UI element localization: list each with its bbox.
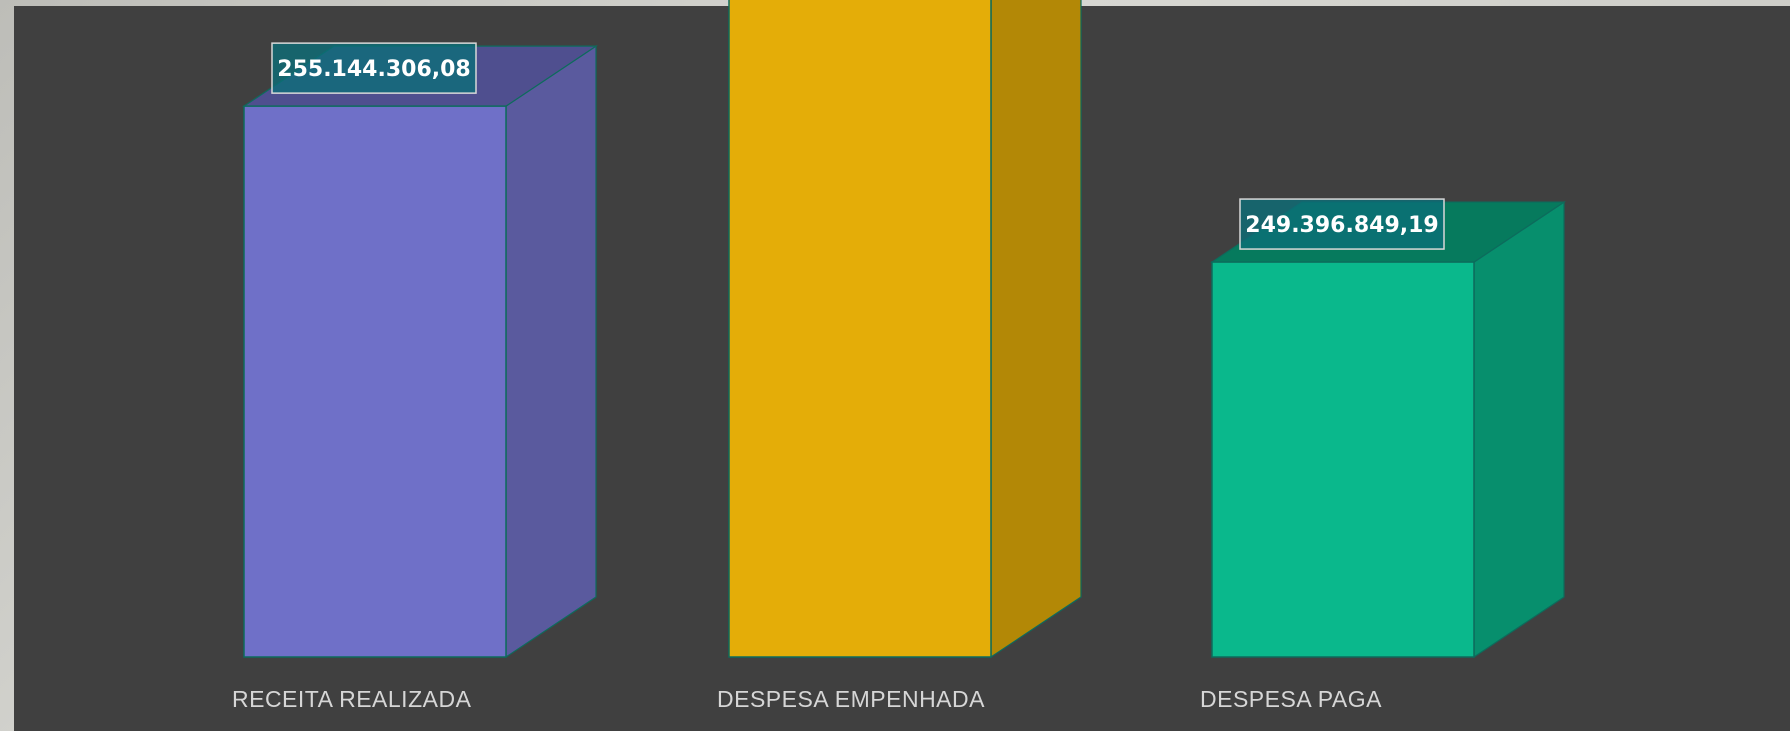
category-label: DESPESA PAGA xyxy=(1200,686,1382,712)
bar-3 xyxy=(1210,200,1566,659)
data-label-value: 249.396.849,19 xyxy=(1245,213,1438,238)
bar-front-face xyxy=(728,0,992,658)
bar-side-face xyxy=(990,0,1082,659)
bar-side-face xyxy=(505,45,597,659)
data-label-box xyxy=(271,42,477,94)
data-label-box xyxy=(1239,198,1445,250)
bar-side-face xyxy=(1473,200,1565,659)
data-label-3: 249.396.849,19 xyxy=(1239,198,1445,250)
bar-2 xyxy=(728,0,1082,659)
data-label-1: 255.144.306,08 xyxy=(271,42,477,94)
bar-1 xyxy=(242,45,598,659)
bar-front-face xyxy=(1211,261,1475,658)
category-label: DESPESA EMPENHADA xyxy=(717,686,985,712)
data-label-value: 255.144.306,08 xyxy=(277,57,470,82)
bar-front-face xyxy=(243,105,507,658)
category-label: RECEITA REALIZADA xyxy=(232,686,472,712)
